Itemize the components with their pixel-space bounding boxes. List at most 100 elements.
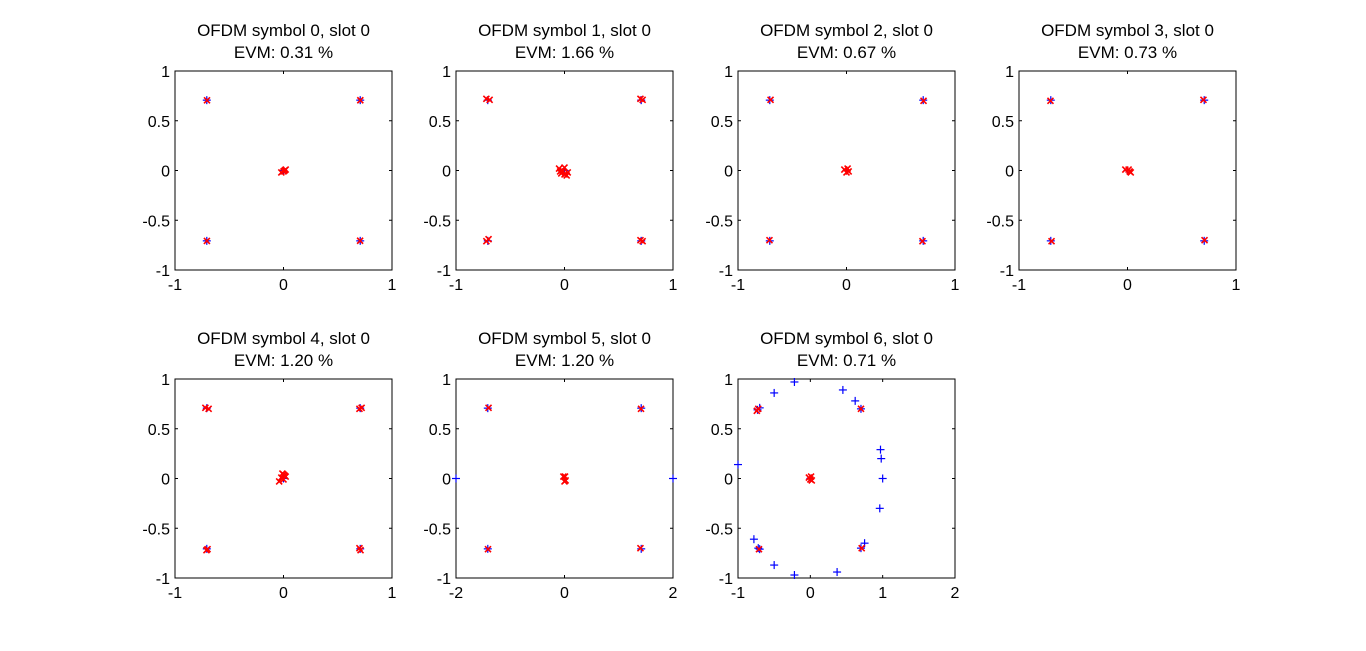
y-tick-label: 0.5 xyxy=(148,114,170,131)
subplot-5: -2 0 2 -1 -0.5 0 0.5 1 OFDM symbol 5, slot 0 EVM:… xyxy=(423,329,677,602)
received-point xyxy=(753,407,761,415)
x-tick-label: 1 xyxy=(1232,277,1241,294)
x-tick-label: -1 xyxy=(449,277,463,294)
received-point xyxy=(919,97,928,105)
ideal-point xyxy=(875,504,884,513)
received-point xyxy=(356,96,364,104)
y-tick-label: -1 xyxy=(156,263,170,280)
x-tick-label: 2 xyxy=(951,585,960,602)
y-tick-label: -0.5 xyxy=(423,213,451,230)
x-tick-label: 2 xyxy=(669,585,678,602)
received-point xyxy=(556,167,564,176)
subplot-4: -1 0 1 -1 -0.5 0 0.5 1 OFDM symbol 4, slot 0 EVM:… xyxy=(142,329,396,602)
subplot-title: OFDM symbol 4, slot 0 xyxy=(197,329,370,348)
received-point xyxy=(766,96,775,104)
subplot-title: OFDM symbol 1, slot 0 xyxy=(478,21,651,40)
ideal-point xyxy=(790,377,799,386)
x-tick-label: 0 xyxy=(560,585,569,602)
x-tick-label: 0 xyxy=(279,585,288,602)
received-point xyxy=(1046,97,1055,105)
received-point xyxy=(636,544,645,552)
y-tick-label: -1 xyxy=(156,571,170,588)
subplot-subtitle: EVM: 0.71 % xyxy=(797,351,896,370)
x-tick-label: 0 xyxy=(560,277,569,294)
received-point xyxy=(202,546,211,554)
subplot-1: -1 0 1 -1 -0.5 0 0.5 1 OFDM symbol 1, slot 0 EVM:… xyxy=(423,21,677,294)
y-tick-label: 0 xyxy=(724,472,733,489)
y-tick-label: -1 xyxy=(1000,263,1014,280)
subplot-title: OFDM symbol 2, slot 0 xyxy=(760,21,933,40)
y-tick-label: -0.5 xyxy=(705,521,733,538)
received-point xyxy=(639,96,647,104)
y-tick-label: 0 xyxy=(442,164,451,181)
x-tick-label: -1 xyxy=(168,585,182,602)
received-point xyxy=(1199,96,1208,104)
y-tick-label: 0.5 xyxy=(711,422,733,439)
y-tick-label: -0.5 xyxy=(705,213,733,230)
received-point xyxy=(857,405,865,413)
axes-box xyxy=(737,378,956,579)
x-tick-label: 1 xyxy=(388,277,397,294)
x-tick-label: 0 xyxy=(842,277,851,294)
y-tick-label: 1 xyxy=(442,372,451,389)
ideal-point xyxy=(877,454,886,463)
received-point xyxy=(564,168,572,177)
received-point xyxy=(279,167,288,176)
y-tick-label: 1 xyxy=(724,372,733,389)
y-tick-label: 0 xyxy=(161,164,170,181)
ideal-point xyxy=(734,460,742,469)
received-point xyxy=(356,237,364,245)
y-tick-label: 1 xyxy=(442,64,451,81)
subplot-title: OFDM symbol 3, slot 0 xyxy=(1041,21,1214,40)
received-point xyxy=(484,404,493,412)
x-tick-label: 1 xyxy=(388,585,397,602)
subplot-3: -1 0 1 -1 -0.5 0 0.5 1 OFDM symbol 3, slot 0 EVM:… xyxy=(986,21,1240,294)
received-point xyxy=(639,237,647,245)
ideal-point xyxy=(838,385,847,394)
y-tick-label: 1 xyxy=(161,372,170,389)
y-tick-label: 0 xyxy=(1005,164,1014,181)
ideal-point xyxy=(669,474,677,483)
received-point xyxy=(918,237,927,245)
received-point xyxy=(358,404,366,412)
subplot-subtitle: EVM: 0.31 % xyxy=(234,43,333,62)
x-tick-label: 1 xyxy=(878,585,887,602)
ideal-point xyxy=(452,474,460,483)
subplot-subtitle: EVM: 0.73 % xyxy=(1078,43,1177,62)
ideal-point xyxy=(790,571,799,580)
y-tick-label: 1 xyxy=(1005,64,1014,81)
y-tick-label: 0 xyxy=(161,472,170,489)
y-tick-label: -1 xyxy=(437,263,451,280)
y-tick-label: -0.5 xyxy=(986,213,1014,230)
received-point xyxy=(203,96,211,104)
ideal-point xyxy=(878,474,887,483)
y-tick-label: 0 xyxy=(442,472,451,489)
received-point xyxy=(1200,236,1209,244)
x-tick-label: 1 xyxy=(951,277,960,294)
subplot-title: OFDM symbol 5, slot 0 xyxy=(478,329,651,348)
received-point xyxy=(561,472,569,481)
received-point xyxy=(203,237,211,245)
received-point xyxy=(482,237,490,245)
subplot-6: -1 0 1 2 -1 -0.5 0 0.5 1 OFDM symbol 6, slot 0 EVM… xyxy=(705,329,959,602)
received-point xyxy=(808,476,816,485)
y-tick-label: 0.5 xyxy=(429,114,451,131)
received-point xyxy=(858,544,866,552)
y-tick-label: 1 xyxy=(724,64,733,81)
y-tick-label: 0.5 xyxy=(992,114,1014,131)
subplot-subtitle: EVM: 1.20 % xyxy=(234,351,333,370)
ideal-point xyxy=(770,561,779,570)
x-tick-label: -1 xyxy=(731,277,745,294)
subplot-subtitle: EVM: 1.66 % xyxy=(515,43,614,62)
received-point xyxy=(560,170,569,179)
y-tick-label: 0.5 xyxy=(429,422,451,439)
received-point xyxy=(559,472,567,481)
ideal-point xyxy=(851,396,860,405)
y-tick-label: 0 xyxy=(724,164,733,181)
x-tick-label: -2 xyxy=(449,585,463,602)
received-point xyxy=(201,404,209,412)
y-tick-label: -1 xyxy=(437,571,451,588)
y-tick-label: -1 xyxy=(719,571,733,588)
y-tick-label: 0.5 xyxy=(148,422,170,439)
received-point xyxy=(482,95,490,103)
